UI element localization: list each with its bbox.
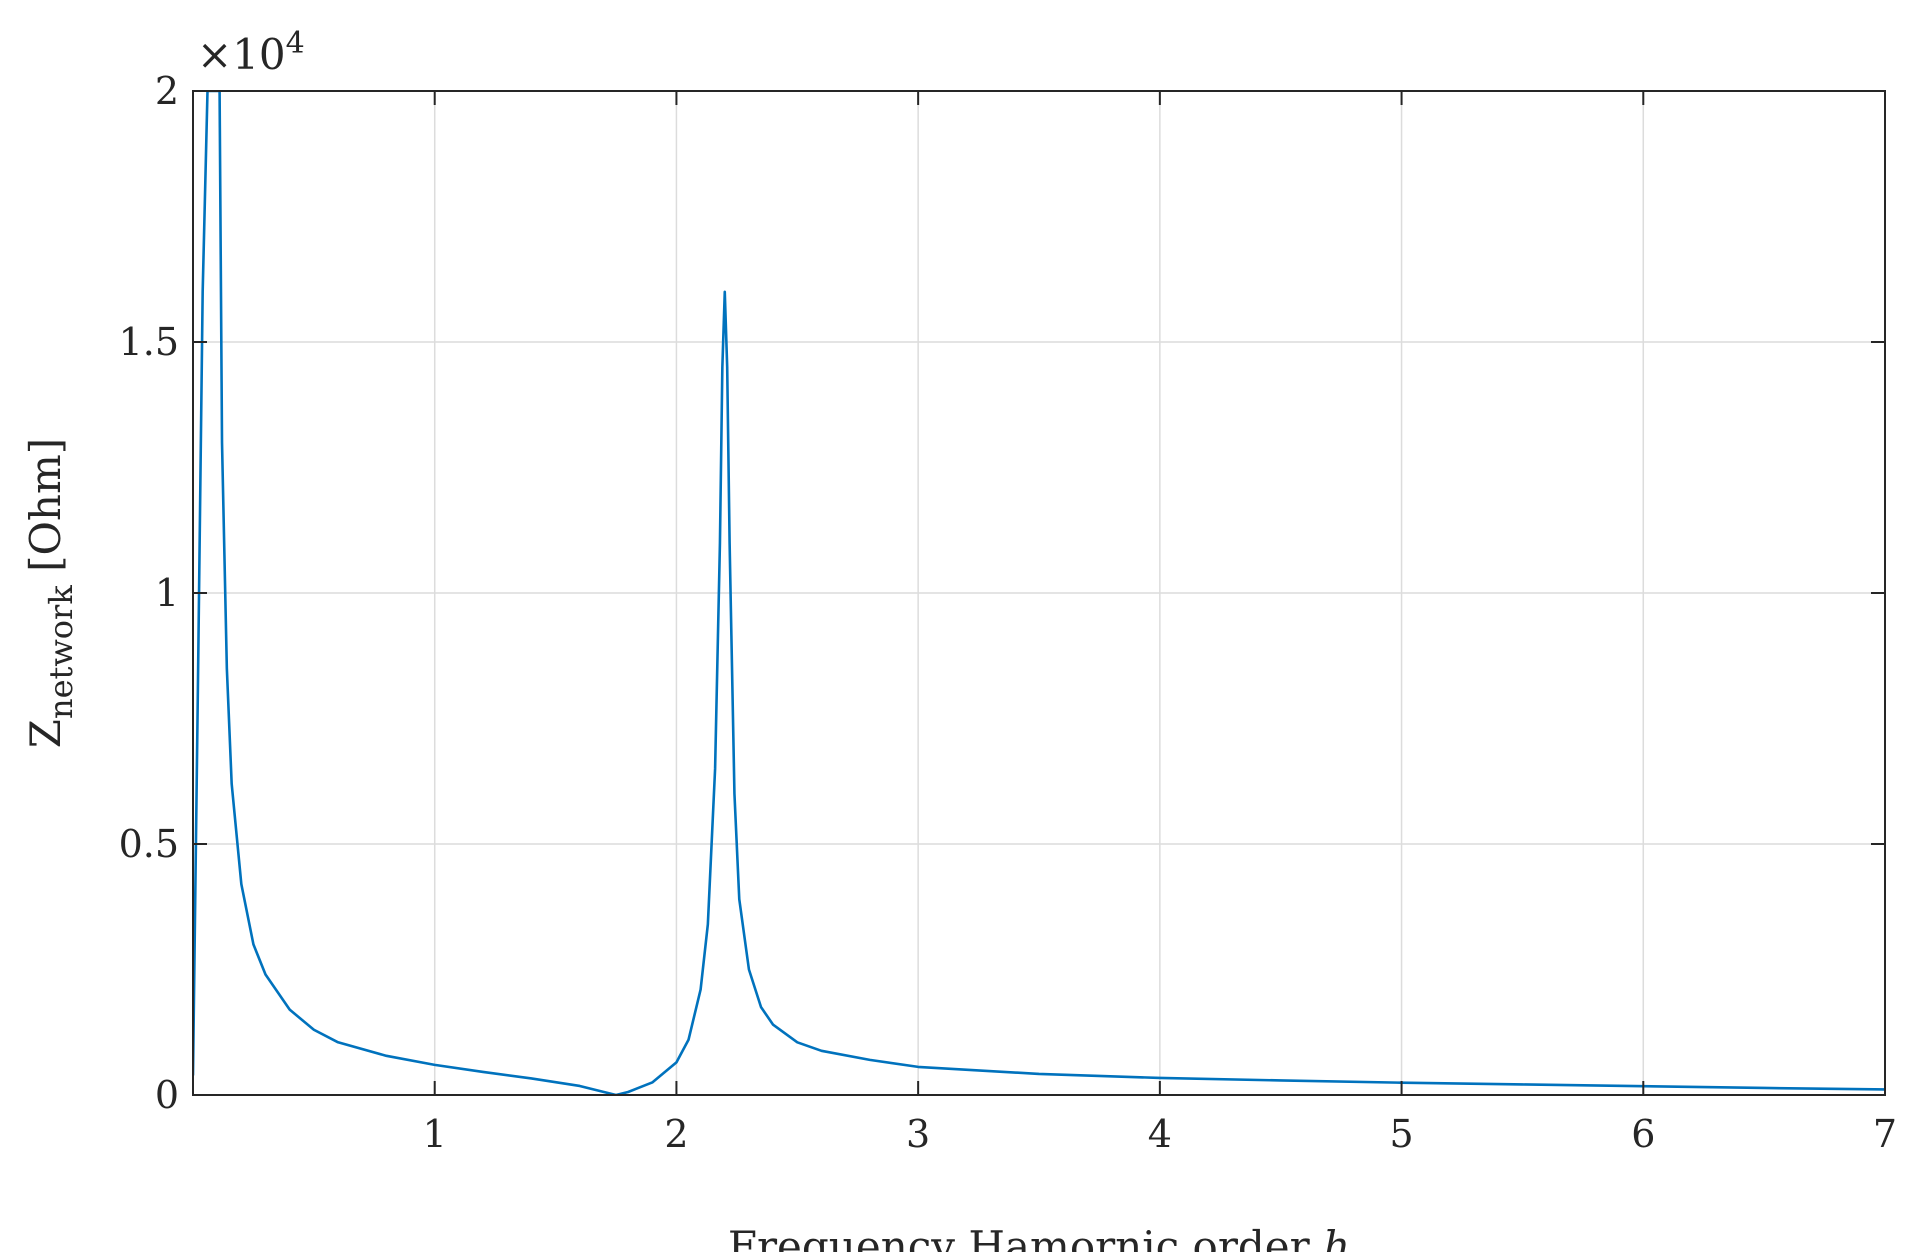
plot-area-border — [192, 90, 1886, 1096]
y-tick-label: 1 — [155, 571, 179, 615]
x-tick-label: 2 — [664, 1112, 688, 1156]
x-tick-label: 1 — [423, 1112, 447, 1156]
x-tick-label: 6 — [1631, 1112, 1655, 1156]
y-multiplier-exponent: 4 — [286, 26, 305, 61]
y-axis-title-unit: [Ohm] — [21, 438, 70, 585]
x-axis-title-variable: h — [1323, 1222, 1350, 1252]
y-axis-title-subscript: network — [42, 585, 80, 719]
y-tick-label: 1.5 — [119, 320, 179, 364]
y-tick-labels: 0 0.5 1 1.5 2 — [119, 69, 179, 1117]
x-tick-label: 3 — [906, 1112, 930, 1156]
y-multiplier-base: ×10 — [197, 30, 286, 79]
y-tick-label: 2 — [155, 69, 179, 113]
y-tick-label: 0 — [155, 1073, 179, 1117]
series-layer — [193, 91, 1885, 1095]
y-axis-title: Znetwork [Ohm] — [21, 438, 80, 748]
grid-lines — [193, 91, 1885, 1095]
x-tick-label: 5 — [1389, 1112, 1413, 1156]
y-tick-label: 0.5 — [119, 822, 179, 866]
x-axis-title-text: Frequency Hamornic order — [728, 1222, 1323, 1252]
x-tick-labels: 1 2 3 4 5 6 7 — [423, 1112, 1897, 1156]
x-tick-label: 7 — [1873, 1112, 1897, 1156]
series-line — [193, 91, 1885, 1095]
y-axis-title-main: Z — [21, 719, 70, 748]
x-tick-label: 4 — [1148, 1112, 1172, 1156]
y-axis-multiplier: ×104 — [197, 26, 305, 79]
x-axis-title: Frequency Hamornic order h — [728, 1222, 1350, 1252]
